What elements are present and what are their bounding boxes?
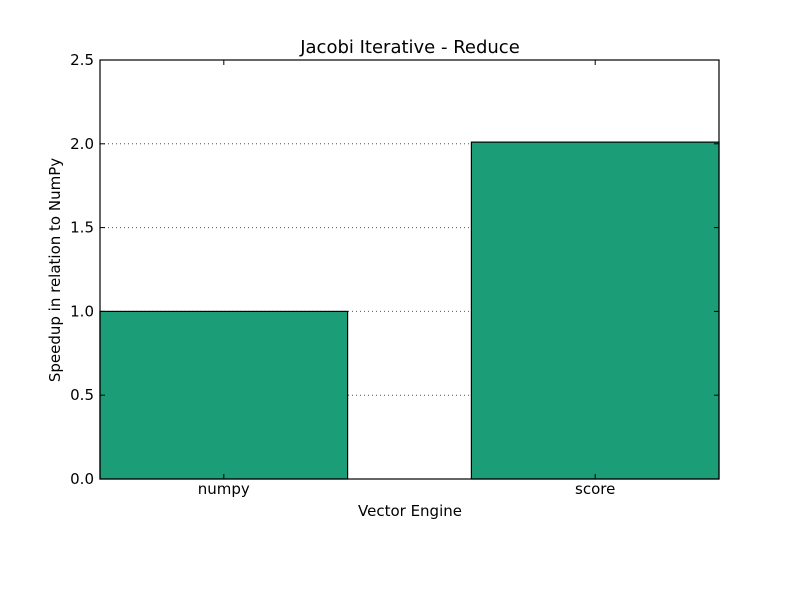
x-tick-label: numpy (198, 480, 250, 498)
chart-title: Jacobi Iterative - Reduce (299, 37, 520, 58)
x-axis-label: Vector Engine (358, 502, 462, 520)
y-axis-label: Speedup in relation to NumPy (46, 158, 64, 382)
y-tick-label: 2.5 (70, 51, 94, 69)
x-tick-labels: numpy score (198, 480, 616, 498)
bar-score (470, 141, 720, 480)
ticks (100, 59, 719, 480)
y-tick-label: 0.5 (70, 386, 94, 404)
bars (99, 141, 720, 480)
y-tick-label: 0.0 (70, 470, 94, 488)
y-tick-label: 1.0 (70, 302, 94, 320)
bar-numpy (99, 310, 349, 480)
plot-frame (99, 59, 720, 480)
y-tick-labels: 0.0 0.5 1.0 1.5 2.0 2.5 (70, 51, 94, 488)
x-tick-label: score (575, 480, 615, 498)
y-tick-label: 2.0 (70, 135, 94, 153)
y-tick-label: 1.5 (70, 219, 94, 237)
